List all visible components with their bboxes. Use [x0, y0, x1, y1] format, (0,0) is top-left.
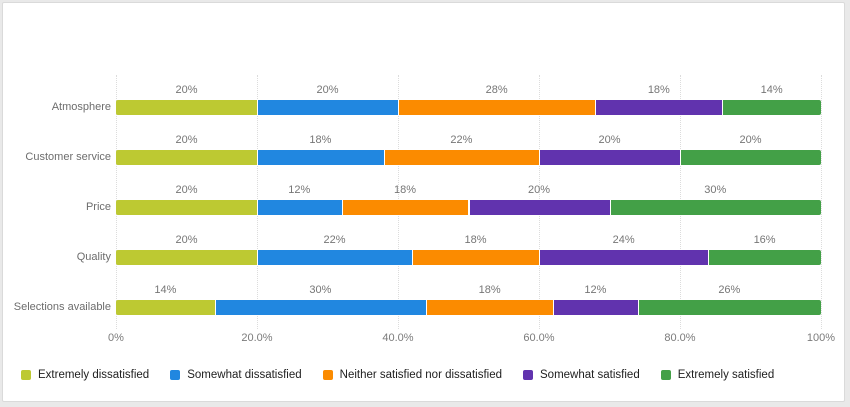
- data-label: 20%: [175, 184, 198, 196]
- legend-label: Extremely satisfied: [677, 369, 775, 381]
- legend-label: Somewhat dissatisfied: [187, 369, 302, 381]
- data-label: 20%: [527, 184, 551, 196]
- bar-segment-neither-satisfied-nor-dissatisfied[interactable]: [383, 150, 539, 165]
- bar-segment-neither-satisfied-nor-dissatisfied[interactable]: [426, 300, 554, 315]
- bar-segment-neither-satisfied-nor-dissatisfied[interactable]: [341, 200, 469, 215]
- bar-segment-neither-satisfied-nor-dissatisfied[interactable]: [412, 250, 539, 265]
- legend-label: Somewhat satisfied: [540, 369, 640, 381]
- x-axis-tick-label: 80.0%: [664, 332, 696, 344]
- data-label: 26%: [718, 284, 741, 296]
- data-label: 16%: [753, 234, 776, 246]
- bar-segment-somewhat-satisfied[interactable]: [553, 300, 638, 315]
- legend-label: Neither satisfied nor dissatisfied: [339, 369, 502, 381]
- bar-segment-extremely-satisfied[interactable]: [637, 300, 821, 315]
- bar-segment-extremely-dissatisfied[interactable]: [116, 100, 257, 115]
- bar-segment-extremely-satisfied[interactable]: [722, 100, 821, 115]
- data-label: 12%: [584, 284, 607, 296]
- data-label: 18%: [464, 234, 487, 246]
- bar-segment-extremely-dissatisfied[interactable]: [116, 300, 215, 315]
- data-label: 20%: [175, 234, 198, 246]
- x-axis-tick-label: 0%: [108, 332, 124, 344]
- category-label: Price: [85, 201, 111, 213]
- bar-segment-somewhat-dissatisfied[interactable]: [257, 100, 398, 115]
- bar-segment-extremely-dissatisfied[interactable]: [116, 150, 257, 165]
- bar-segment-somewhat-dissatisfied[interactable]: [257, 200, 342, 215]
- legend-item-somewhat-satisfied[interactable]: Somewhat satisfied: [523, 369, 640, 381]
- data-label: 18%: [309, 134, 332, 146]
- plot-area: Atmosphere 20% 20% 28% 18% 14% Customer servic…: [3, 3, 844, 401]
- bar-segment-somewhat-satisfied[interactable]: [595, 100, 723, 115]
- bar-segment-extremely-satisfied[interactable]: [680, 150, 821, 165]
- x-axis-tick-label: 40.0%: [382, 332, 414, 344]
- data-label: 14%: [760, 84, 783, 96]
- category-label: Selections available: [13, 301, 111, 313]
- bar-segment-extremely-dissatisfied[interactable]: [116, 250, 257, 265]
- data-label: 24%: [612, 234, 635, 246]
- data-label: 30%: [704, 184, 727, 196]
- data-label: 20%: [175, 84, 198, 96]
- bar-segment-extremely-satisfied[interactable]: [609, 200, 821, 215]
- bar-segment-extremely-dissatisfied[interactable]: [116, 200, 257, 215]
- data-label: 20%: [739, 134, 762, 146]
- data-label: 18%: [647, 84, 670, 96]
- legend-swatch: [170, 370, 181, 380]
- legend-item-extremely-satisfied[interactable]: Extremely satisfied: [660, 369, 775, 381]
- category-label: Quality: [76, 251, 111, 263]
- data-label: 12%: [288, 184, 311, 196]
- category-label: Customer service: [25, 151, 111, 163]
- bar-segment-somewhat-satisfied[interactable]: [539, 250, 709, 265]
- x-axis-tick-label: 60.0%: [523, 332, 555, 344]
- chart-card: Atmosphere 20% 20% 28% 18% 14% Customer servic…: [2, 2, 845, 402]
- x-axis-tick-label: 20.0%: [241, 332, 273, 344]
- legend-item-somewhat-dissatisfied[interactable]: Somewhat dissatisfied: [170, 369, 302, 381]
- legend-label: Extremely dissatisfied: [38, 369, 150, 381]
- legend: Extremely dissatisfied Somewhat dissatisf…: [21, 367, 774, 383]
- legend-item-extremely-dissatisfied[interactable]: Extremely dissatisfied: [21, 369, 149, 381]
- gridline: [820, 75, 822, 329]
- data-label: 30%: [309, 284, 332, 296]
- category-label: Atmosphere: [51, 101, 111, 113]
- data-label: 20%: [316, 84, 339, 96]
- bar-segment-somewhat-dissatisfied[interactable]: [257, 250, 413, 265]
- data-label: 18%: [478, 284, 501, 296]
- data-label: 22%: [323, 234, 346, 246]
- legend-swatch: [523, 370, 533, 380]
- data-label: 28%: [485, 84, 508, 96]
- bar-segment-somewhat-satisfied[interactable]: [539, 150, 680, 165]
- bar-segment-somewhat-dissatisfied[interactable]: [257, 150, 384, 165]
- data-label: 20%: [598, 134, 621, 146]
- data-label: 20%: [175, 134, 198, 146]
- bar-segment-extremely-satisfied[interactable]: [708, 250, 821, 265]
- bar-segment-somewhat-dissatisfied[interactable]: [214, 300, 427, 315]
- data-label: 14%: [154, 284, 177, 296]
- legend-swatch: [21, 370, 31, 380]
- data-label: 22%: [450, 134, 473, 146]
- x-axis-tick-label: 100%: [806, 332, 836, 344]
- data-label: 18%: [394, 184, 417, 196]
- legend-swatch: [660, 370, 671, 380]
- legend-swatch: [322, 370, 333, 380]
- bar-segment-somewhat-satisfied[interactable]: [468, 200, 610, 215]
- bar-segment-neither-satisfied-nor-dissatisfied[interactable]: [398, 100, 596, 115]
- legend-item-neither-satisfied-nor-dissatisfied[interactable]: Neither satisfied nor dissatisfied: [322, 369, 502, 381]
